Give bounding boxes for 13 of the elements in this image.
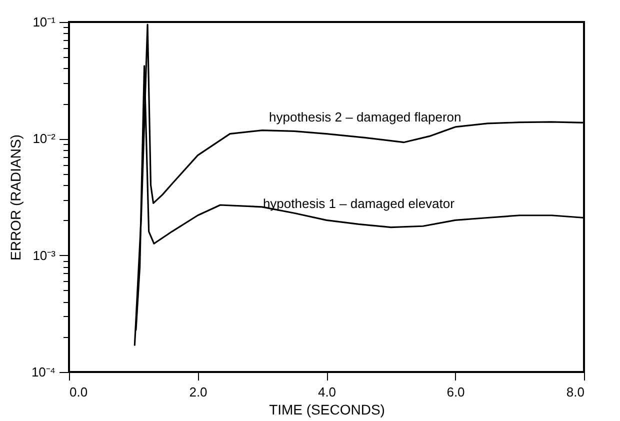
x-tick-label: 4.0 <box>318 384 336 400</box>
series-label: hypothesis 2 – damaged flaperon <box>269 110 462 125</box>
x-tick-label: 2.0 <box>189 384 208 400</box>
y-tick-label: 10⁻³ <box>32 248 56 263</box>
series-label: hypothesis 1 – damaged elevator <box>262 196 456 212</box>
x-axis-title: TIME (SECONDS) <box>269 402 385 418</box>
y-axis-title: ERROR (RADIANS) <box>7 134 24 261</box>
x-tick-label: 8.0 <box>566 384 584 400</box>
x-tick-label: 6.0 <box>446 384 465 400</box>
y-tick-label: 10⁻⁴ <box>31 364 56 380</box>
x-tick-label: 0.0 <box>70 384 88 400</box>
y-tick-label: 10⁻² <box>32 131 56 146</box>
y-tick-label: 10⁻¹ <box>32 14 56 30</box>
